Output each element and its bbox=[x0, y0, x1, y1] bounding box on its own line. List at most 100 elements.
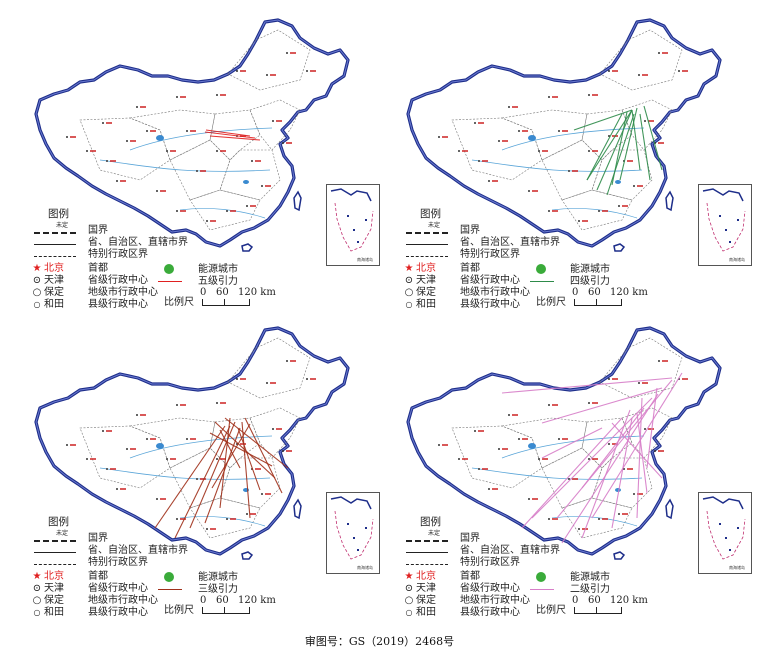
city-label-marker bbox=[200, 170, 206, 172]
legend-provincial-border: 省、自治区、直辖市界 bbox=[88, 237, 188, 248]
city-label-marker bbox=[200, 478, 206, 480]
city-dot bbox=[608, 378, 610, 380]
legend-provincial-border: 省、自治区、直辖市界 bbox=[460, 237, 560, 248]
city-label-marker bbox=[482, 468, 488, 470]
city-dot bbox=[518, 438, 520, 440]
city-dot bbox=[488, 488, 490, 490]
inset-coastline bbox=[330, 496, 372, 510]
energy-city-icon bbox=[164, 264, 174, 274]
legend-scale-label: 比例尺 bbox=[536, 605, 566, 616]
city-dot bbox=[272, 120, 274, 122]
gravity-line-sample bbox=[158, 589, 182, 590]
river bbox=[179, 208, 266, 219]
gravity-link bbox=[211, 423, 251, 489]
city-label-marker bbox=[230, 210, 236, 212]
gravity-line-sample bbox=[530, 281, 554, 282]
legend-prefecture: ○ 保定 bbox=[402, 594, 436, 607]
city-dot bbox=[678, 70, 680, 72]
provincial-city: 天津 bbox=[44, 275, 64, 286]
provincial-border-sample bbox=[34, 244, 76, 245]
legend-provincial-border: 省、自治区、直辖市界 bbox=[460, 545, 560, 556]
city-label-marker bbox=[482, 160, 488, 162]
city-dot bbox=[306, 378, 308, 380]
city-label-marker bbox=[220, 402, 226, 404]
county-city: 和田 bbox=[416, 607, 436, 618]
city-label-marker bbox=[642, 74, 648, 76]
legend-prefecture-label: 地级市行政中心 bbox=[88, 287, 158, 298]
legend-energy-city: 能源城市 bbox=[570, 264, 610, 275]
city-dot bbox=[588, 402, 590, 404]
city-dot bbox=[588, 458, 590, 460]
city-dot bbox=[251, 160, 253, 162]
city-dot bbox=[548, 404, 550, 406]
gravity-link bbox=[501, 377, 673, 394]
inset-coastline bbox=[702, 496, 744, 510]
city-dot bbox=[458, 458, 460, 460]
city-dot bbox=[548, 518, 550, 520]
city-label-marker bbox=[150, 438, 156, 440]
city-dot bbox=[508, 106, 510, 108]
star-icon: ★ bbox=[404, 571, 414, 582]
map-approval-caption: 审图号：GS（2019）2468号 bbox=[304, 635, 455, 648]
city-dot bbox=[598, 518, 600, 520]
china-map bbox=[406, 326, 722, 560]
city-label-marker bbox=[220, 458, 226, 460]
city-dot bbox=[166, 458, 168, 460]
legend-provincial-label: 省级行政中心 bbox=[460, 275, 520, 286]
gravity-link bbox=[591, 372, 683, 519]
city-dot bbox=[286, 52, 288, 54]
legend-prefecture-label: 地级市行政中心 bbox=[460, 287, 530, 298]
gravity-link bbox=[205, 129, 251, 137]
city-dot bbox=[266, 382, 268, 384]
star-icon: ★ bbox=[32, 571, 42, 582]
city-dot bbox=[578, 220, 580, 222]
city-dot bbox=[306, 70, 308, 72]
city-dot bbox=[638, 74, 640, 76]
city-label-marker bbox=[642, 382, 648, 384]
city-label-marker bbox=[120, 488, 126, 490]
inset-island bbox=[725, 229, 727, 231]
city-dot bbox=[66, 444, 68, 446]
target-circle-icon: ⊙ bbox=[32, 275, 42, 286]
city-label-marker bbox=[648, 120, 654, 122]
provincial-city: 天津 bbox=[416, 275, 436, 286]
inset-boundary bbox=[334, 510, 374, 560]
city-dot bbox=[216, 402, 218, 404]
city-label-marker bbox=[270, 382, 276, 384]
open-circle-icon: ○ bbox=[404, 595, 414, 606]
river bbox=[129, 127, 273, 151]
scale-bar-mid bbox=[224, 607, 225, 613]
city-label-marker bbox=[310, 378, 316, 380]
city-dot bbox=[438, 136, 440, 138]
gravity-link bbox=[646, 387, 658, 469]
city-label-marker bbox=[478, 122, 484, 124]
prefecture-city: 保定 bbox=[44, 287, 64, 298]
city-dot bbox=[236, 378, 238, 380]
city-label-marker bbox=[276, 428, 282, 430]
city-label-marker bbox=[552, 96, 558, 98]
south-china-sea-inset: 南海诸岛 bbox=[698, 184, 752, 266]
small-circle-icon: ○ bbox=[405, 300, 413, 309]
city-label-marker bbox=[290, 360, 296, 362]
legend-gravity-level: 二级引力 bbox=[570, 584, 610, 595]
inset-boundary bbox=[334, 202, 374, 252]
city-dot bbox=[528, 190, 530, 192]
city-label-marker bbox=[658, 450, 664, 452]
city-dot bbox=[438, 444, 440, 446]
capital-city: 北京 bbox=[44, 571, 64, 582]
legend-capital-label: 首都 bbox=[88, 263, 108, 274]
city-dot bbox=[206, 528, 208, 530]
city-dot bbox=[633, 185, 635, 187]
city-dot bbox=[86, 150, 88, 152]
gravity-link bbox=[596, 109, 633, 191]
gravity-link bbox=[643, 105, 663, 171]
legend-undetermined: 未定 bbox=[428, 222, 441, 229]
inset-label: 南海诸岛 bbox=[729, 564, 745, 570]
city-dot bbox=[282, 142, 284, 144]
city-label-marker bbox=[648, 428, 654, 430]
legend-title: 图例 bbox=[48, 208, 69, 220]
provincial-border bbox=[189, 497, 261, 539]
city-label-marker bbox=[592, 94, 598, 96]
city-label-marker bbox=[622, 513, 628, 515]
inset-island bbox=[365, 527, 367, 529]
